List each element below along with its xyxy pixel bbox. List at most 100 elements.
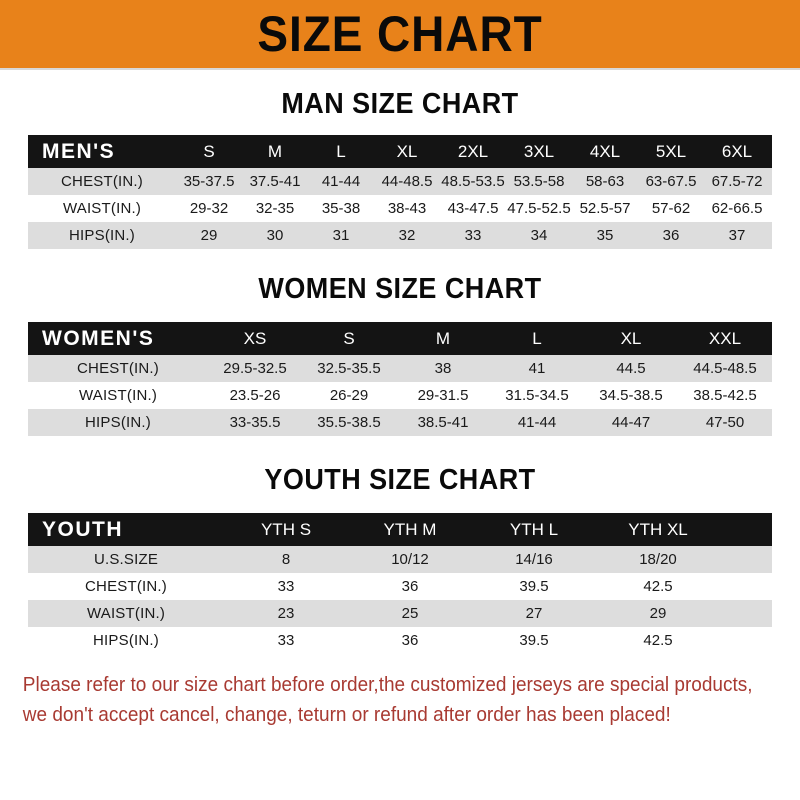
- men-column-header: 5XL: [655, 141, 687, 161]
- youth-size-table: YOUTH YTH S YTH M YTH L YTH XL U.S.SIZE 8 10/12…: [28, 513, 772, 654]
- men-measurement-cell: 34: [530, 227, 548, 244]
- women-measurement-cell: 29.5-32.5: [223, 360, 287, 377]
- men-measurement-cell: 29: [200, 227, 218, 244]
- table-row: WAIST(IN.) 23.5-26 26-29 29-31.5 31.5-34.5 34…: [28, 382, 772, 409]
- men-measurement-cell: 58-63: [585, 173, 625, 190]
- youth-row-label: WAIST(IN.): [86, 605, 166, 622]
- women-measurement-cell: 29-31.5: [417, 387, 469, 404]
- men-column-header: M: [267, 141, 283, 161]
- men-measurement-cell: 29-32: [189, 200, 229, 217]
- youth-measurement-cell: 42.5: [643, 632, 673, 649]
- table-row: U.S.SIZE 8 10/12 14/16 18/20: [28, 546, 772, 573]
- women-measurement-cell: 34.5-38.5: [599, 387, 663, 404]
- women-measurement-cell: 32.5-35.5: [317, 360, 381, 377]
- page-title: SIZE CHART: [257, 6, 543, 62]
- youth-measurement-cell: 42.5: [643, 578, 673, 595]
- table-row: CHEST(IN.) 29.5-32.5 32.5-35.5 38 41 44.5 44.5…: [28, 355, 772, 382]
- table-row: WAIST(IN.) 23 25 27 29: [28, 600, 772, 627]
- women-measurement-cell: 38.5-41: [417, 414, 469, 431]
- youth-measurement-cell: 39.5: [519, 632, 549, 649]
- women-row-label: WAIST(IN.): [78, 387, 158, 404]
- men-column-header: 2XL: [457, 141, 489, 161]
- man-size-table-block: MEN'S S M L XL 2XL 3XL 4XL 5XL 6XL CHEST(IN.) 35-37…: [0, 135, 800, 249]
- women-measurement-cell: 38: [434, 360, 452, 377]
- youth-measurement-cell: 33: [277, 632, 295, 649]
- women-measurement-cell: 35.5-38.5: [317, 414, 381, 431]
- men-measurement-cell: 44-48.5: [381, 173, 433, 190]
- men-measurement-cell: 36: [662, 227, 680, 244]
- youth-row-filler: [720, 573, 772, 600]
- men-measurement-cell: 37.5-41: [249, 173, 301, 190]
- men-measurement-cell: 31: [332, 227, 350, 244]
- men-measurement-cell: 41-44: [321, 173, 361, 190]
- page-banner: SIZE CHART: [0, 0, 800, 70]
- men-measurement-cell: 52.5-57: [579, 200, 631, 217]
- youth-row-filler: [720, 546, 772, 573]
- men-column-header: XL: [396, 141, 418, 161]
- women-column-header: XXL: [708, 328, 742, 348]
- youth-measurement-cell: 23: [277, 605, 295, 622]
- men-column-header: 6XL: [721, 141, 753, 161]
- women-measurement-cell: 23.5-26: [229, 387, 281, 404]
- youth-measurement-cell: 10/12: [391, 551, 429, 568]
- men-measurement-cell: 63-67.5: [645, 173, 697, 190]
- order-policy-note-line-1: Please refer to our size chart before or…: [22, 674, 753, 696]
- youth-measurement-cell: 8: [281, 551, 291, 568]
- men-column-header: 3XL: [523, 141, 555, 161]
- youth-column-header: YTH S: [260, 519, 312, 539]
- man-size-table: MEN'S S M L XL 2XL 3XL 4XL 5XL 6XL CHEST(IN.) 35-37…: [28, 135, 772, 249]
- table-row: HIPS(IN.) 29 30 31 32 33 34 35 36 37: [28, 222, 772, 249]
- men-measurement-cell: 30: [266, 227, 284, 244]
- table-row: CHEST(IN.) 33 36 39.5 42.5: [28, 573, 772, 600]
- section-title-man: MAN SIZE CHART: [281, 88, 519, 120]
- men-row-filler: [770, 168, 772, 195]
- men-measurement-cell: 33: [464, 227, 482, 244]
- order-policy-note: Please refer to our size chart before or…: [0, 670, 760, 730]
- men-measurement-cell: 32-35: [255, 200, 295, 217]
- men-measurement-cell: 37: [728, 227, 746, 244]
- men-header-filler: [770, 135, 772, 168]
- women-row-label: HIPS(IN.): [85, 414, 151, 431]
- women-table-header-row: WOMEN'S XS S M L XL XXL: [28, 322, 772, 355]
- section-title-women: WOMEN SIZE CHART: [258, 273, 542, 305]
- youth-measurement-cell: 25: [401, 605, 419, 622]
- youth-table-header-row: YOUTH YTH S YTH M YTH L YTH XL: [28, 513, 772, 546]
- men-row-filler: [770, 222, 772, 249]
- women-measurement-cell: 44.5-48.5: [693, 360, 757, 377]
- women-column-header: S: [343, 328, 355, 348]
- men-measurement-cell: 43-47.5: [447, 200, 499, 217]
- women-measurement-cell: 41-44: [517, 414, 557, 431]
- women-size-table-block: WOMEN'S XS S M L XL XXL CHEST(IN.) 29.5-32.5 32.5…: [0, 322, 800, 436]
- men-column-header: 4XL: [589, 141, 621, 161]
- women-table-corner-label: WOMEN'S: [42, 326, 155, 350]
- women-measurement-cell: 33-35.5: [229, 414, 281, 431]
- men-row-label: HIPS(IN.): [69, 227, 135, 244]
- youth-row-filler: [720, 627, 772, 654]
- men-measurement-cell: 57-62: [651, 200, 691, 217]
- men-row-label: WAIST(IN.): [62, 200, 142, 217]
- youth-measurement-cell: 14/16: [515, 551, 553, 568]
- women-measurement-cell: 38.5-42.5: [693, 387, 757, 404]
- women-column-header: M: [435, 328, 451, 348]
- youth-measurement-cell: 18/20: [639, 551, 677, 568]
- youth-header-filler: [720, 513, 772, 546]
- table-row: WAIST(IN.) 29-32 32-35 35-38 38-43 43-47.5 47.…: [28, 195, 772, 222]
- women-measurement-cell: 31.5-34.5: [505, 387, 569, 404]
- youth-measurement-cell: 29: [649, 605, 667, 622]
- youth-measurement-cell: 39.5: [519, 578, 549, 595]
- women-column-header: L: [532, 328, 542, 348]
- men-table-corner-label: MEN'S: [42, 139, 116, 163]
- women-row-label: CHEST(IN.): [77, 360, 159, 377]
- table-row: HIPS(IN.) 33 36 39.5 42.5: [28, 627, 772, 654]
- youth-measurement-cell: 36: [401, 632, 419, 649]
- women-size-table: WOMEN'S XS S M L XL XXL CHEST(IN.) 29.5-32.5 32.5…: [28, 322, 772, 436]
- youth-row-label: U.S.SIZE: [93, 551, 159, 568]
- youth-column-header: YTH L: [509, 519, 559, 539]
- men-column-header: L: [336, 141, 346, 161]
- youth-table-corner-label: YOUTH: [42, 517, 123, 541]
- men-column-header: S: [203, 141, 215, 161]
- women-measurement-cell: 47-50: [705, 414, 745, 431]
- table-row: HIPS(IN.) 33-35.5 35.5-38.5 38.5-41 41-44 44-…: [28, 409, 772, 436]
- men-row-label: CHEST(IN.): [61, 173, 143, 190]
- women-measurement-cell: 41: [528, 360, 546, 377]
